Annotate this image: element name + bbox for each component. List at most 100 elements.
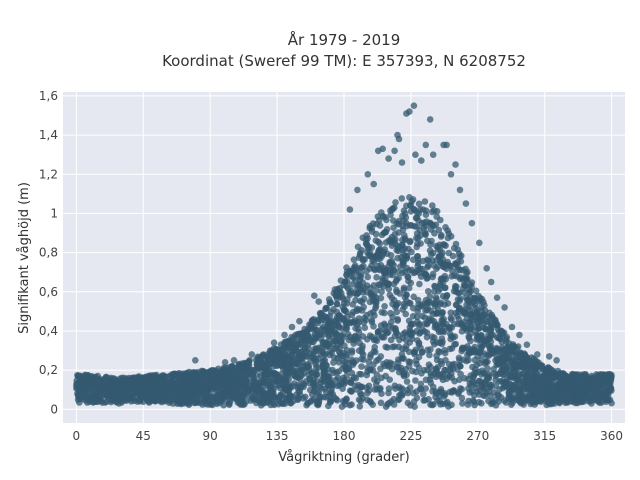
scatter-point <box>420 390 427 398</box>
scatter-point <box>372 237 380 244</box>
scatter-point <box>465 397 472 405</box>
scatter-point <box>335 348 343 356</box>
scatter-point <box>225 391 233 399</box>
scatter-point <box>455 308 463 316</box>
scatter-point <box>508 350 516 358</box>
scatter-point <box>202 375 210 383</box>
scatter-point <box>476 377 484 385</box>
scatter-point <box>288 323 296 331</box>
scatter-point <box>184 369 191 377</box>
scatter-point <box>497 346 504 354</box>
scatter-point <box>303 364 311 371</box>
chart-subtitle: Koordinat (Sweref 99 TM): E 357393, N 62… <box>162 52 526 70</box>
scatter-point <box>557 392 565 399</box>
scatter-point <box>542 372 550 380</box>
scatter-point <box>346 333 354 341</box>
scatter-point <box>415 217 422 224</box>
scatter-point <box>437 358 445 365</box>
scatter-point <box>426 351 433 359</box>
scatter-point <box>253 372 261 379</box>
scatter-point <box>375 252 383 260</box>
scatter-point <box>359 394 367 402</box>
scatter-point <box>195 388 202 395</box>
scatter-point <box>456 186 464 194</box>
scatter-point <box>393 276 401 284</box>
scatter-point <box>452 340 460 348</box>
scatter-point <box>343 325 351 332</box>
scatter-point <box>507 388 514 395</box>
scatter-point <box>343 308 350 316</box>
scatter-point <box>382 328 390 336</box>
scatter-point <box>108 378 116 386</box>
scatter-point <box>541 378 548 386</box>
scatter-point <box>363 311 371 319</box>
scatter-point <box>79 391 86 398</box>
scatter-point <box>446 324 453 332</box>
scatter-point <box>409 304 417 312</box>
scatter-point <box>360 319 368 327</box>
scatter-point <box>88 380 95 388</box>
scatter-point <box>326 313 334 320</box>
scatter-point <box>507 345 514 353</box>
scatter-point <box>228 363 236 370</box>
scatter-point <box>523 341 531 349</box>
y-axis-label: Signifikant våghöjd (m) <box>17 182 32 334</box>
scatter-point <box>103 398 110 406</box>
scatter-point <box>410 205 418 213</box>
scatter-point <box>364 364 371 372</box>
scatter-point <box>408 248 415 256</box>
scatter-point <box>483 317 490 325</box>
scatter-point <box>429 151 437 158</box>
scatter-point <box>90 387 98 395</box>
scatter-point <box>414 240 421 247</box>
scatter-point <box>603 371 610 379</box>
scatter-point <box>568 392 576 400</box>
scatter-point <box>497 368 505 375</box>
scatter-point <box>304 399 312 407</box>
scatter-point <box>476 349 484 357</box>
x-tick-label: 135 <box>266 429 289 443</box>
scatter-point <box>442 242 449 249</box>
scatter-point <box>580 381 588 388</box>
scatter-point <box>361 324 369 332</box>
scatter-point <box>398 254 405 261</box>
scatter-point <box>455 289 463 297</box>
scatter-point <box>573 385 581 393</box>
scatter-point <box>313 327 320 334</box>
scatter-point <box>368 333 376 341</box>
scatter-point <box>410 102 418 109</box>
scatter-point <box>446 361 453 368</box>
scatter-point <box>233 395 240 402</box>
scatter-point <box>495 360 502 368</box>
scatter-point <box>374 331 382 338</box>
scatter-point <box>370 282 378 289</box>
x-tick-label: 0 <box>73 429 81 443</box>
y-tick-label: 0,2 <box>39 363 58 377</box>
scatter-point <box>170 393 178 400</box>
scatter-point <box>370 323 377 330</box>
scatter-point <box>308 317 316 325</box>
scatter-point <box>164 395 172 402</box>
scatter-point <box>364 171 372 178</box>
scatter-point <box>215 391 222 399</box>
scatter-point <box>405 362 413 370</box>
scatter-point <box>389 206 396 213</box>
scatter-point <box>376 245 384 253</box>
scatter-point <box>605 389 613 396</box>
scatter-point <box>299 343 307 351</box>
x-tick-label: 270 <box>466 429 489 443</box>
scatter-point <box>174 373 182 380</box>
scatter-point <box>300 383 307 391</box>
scatter-point <box>377 399 385 407</box>
scatter-point <box>553 357 560 364</box>
scatter-point <box>498 377 505 385</box>
scatter-point <box>399 212 406 220</box>
scatter-point <box>548 389 555 397</box>
scatter-point <box>598 393 606 400</box>
scatter-point <box>526 371 533 378</box>
scatter-point <box>410 349 418 356</box>
scatter-point <box>491 370 498 377</box>
scatter-point <box>406 384 414 391</box>
scatter-point <box>229 377 237 385</box>
x-tick-label: 180 <box>333 429 356 443</box>
